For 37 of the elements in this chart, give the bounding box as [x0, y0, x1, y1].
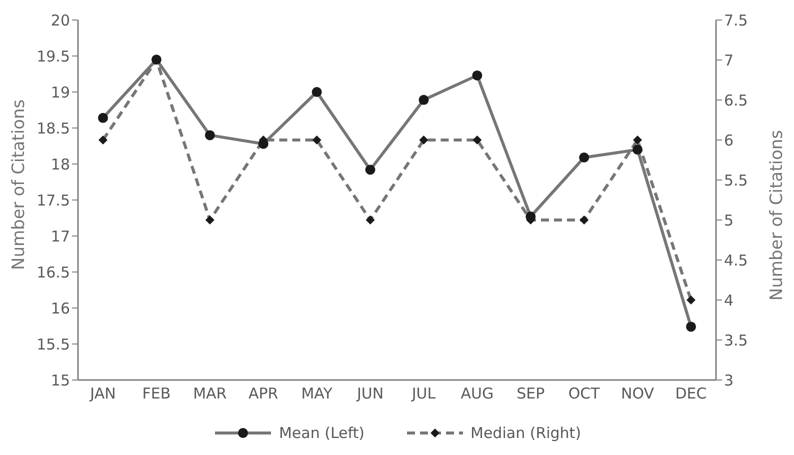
x-tick-label: JUN: [356, 384, 384, 403]
y2-tick-label: 4.5: [724, 251, 748, 270]
y2-axis-title: Number of Citations: [767, 130, 788, 301]
x-tick-label: DEC: [675, 384, 707, 403]
y-axis-title: Number of Citations: [9, 99, 30, 270]
y-tick-label: 15.5: [36, 335, 70, 354]
y2-tick-label: 3.5: [724, 331, 748, 350]
y-tick-label: 18.5: [36, 119, 70, 138]
y2-tick-label: 6.5: [724, 91, 748, 110]
y2-tick-label: 6: [724, 131, 734, 150]
y2-tick-label: 4: [724, 291, 734, 310]
x-tick-label: APR: [248, 384, 278, 403]
y-tick-label: 17.5: [36, 191, 70, 210]
y-tick-label: 19: [50, 83, 70, 102]
x-tick-label: MAR: [193, 384, 227, 403]
y2-tick-label: 3: [724, 371, 734, 390]
x-tick-label: NOV: [621, 384, 655, 403]
x-tick-label: OCT: [568, 384, 601, 403]
x-tick-label: JUL: [410, 384, 436, 403]
y-tick-label: 20: [50, 11, 70, 30]
y2-tick-label: 7.5: [724, 11, 748, 30]
legend-label: Median (Right): [470, 424, 582, 442]
y2-tick-label: 7: [724, 51, 734, 70]
y-tick-label: 16.5: [36, 263, 70, 282]
x-tick-label: JAN: [89, 384, 116, 403]
x-tick-label: FEB: [142, 384, 171, 403]
x-tick-label: MAY: [301, 384, 334, 403]
y-tick-label: 16: [50, 299, 70, 318]
y-tick-label: 19.5: [36, 47, 70, 66]
y2-tick-label: 5.5: [724, 171, 748, 190]
y-tick-label: 15: [50, 371, 70, 390]
y-tick-label: 17: [50, 227, 70, 246]
y-tick-label: 18: [50, 155, 70, 174]
x-tick-label: AUG: [460, 384, 494, 403]
legend-label: Mean (Left): [278, 424, 365, 442]
x-tick-label: SEP: [516, 384, 545, 403]
y2-tick-label: 5: [724, 211, 734, 230]
